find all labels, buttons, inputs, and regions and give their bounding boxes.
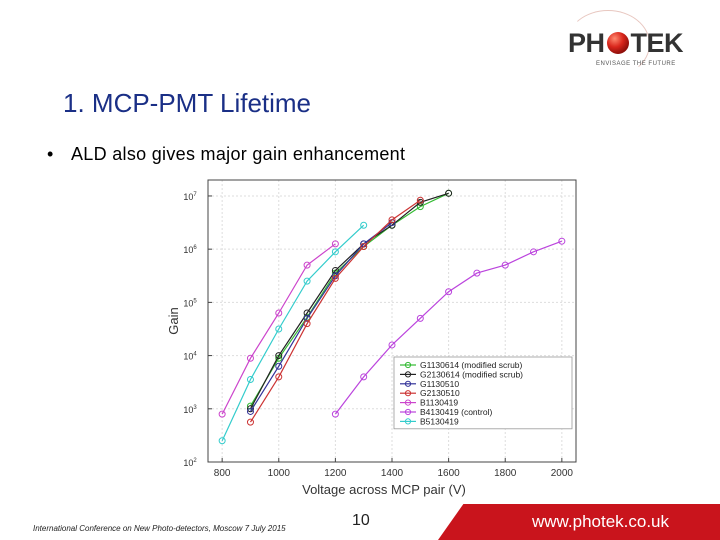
data-point	[331, 274, 339, 282]
x-tick-label: 1000	[268, 468, 291, 479]
data-point	[331, 266, 339, 274]
data-point	[303, 277, 311, 285]
y-tick-label: 104	[183, 352, 197, 362]
data-point	[218, 437, 226, 445]
legend-entry: G1130614 (modified scrub)	[420, 360, 523, 370]
series-line-4	[221, 243, 336, 415]
legend-swatch-marker	[404, 361, 412, 369]
y-tick-label: 102	[183, 458, 197, 468]
legend-entry: B1130419	[420, 398, 458, 408]
logo-arc	[566, 10, 650, 78]
logo-prefix: PH	[568, 28, 605, 58]
legend-swatch-marker	[404, 371, 412, 378]
data-point	[246, 418, 254, 426]
logo-tagline: ENVISAGE THE FUTURE	[596, 61, 676, 67]
data-point	[360, 243, 368, 251]
data-point	[275, 309, 283, 317]
y-tick-label: 106	[183, 245, 197, 255]
legend-swatch-marker	[404, 399, 412, 406]
data-point	[416, 196, 424, 204]
page-number: 10	[352, 512, 370, 529]
data-point	[530, 248, 538, 256]
x-tick-label: 1600	[437, 468, 460, 479]
x-tick-label: 1800	[494, 468, 517, 479]
legend-swatch-marker	[404, 390, 412, 397]
data-point	[246, 376, 254, 384]
data-point	[445, 189, 453, 197]
logo-suffix: TEK	[630, 28, 684, 58]
data-point	[246, 405, 254, 413]
y-tick-label: 105	[183, 298, 197, 308]
x-tick-label: 1200	[324, 468, 347, 479]
legend-entry: G1130510	[420, 379, 459, 389]
series-line-2	[249, 222, 393, 412]
x-tick-label: 2000	[551, 468, 574, 479]
x-tick-label: 1400	[381, 468, 404, 479]
series-line-3	[249, 199, 421, 423]
data-point	[360, 221, 368, 229]
bullet-text: ALD also gives major gain enhancement	[71, 144, 406, 164]
gain-vs-voltage-chart: 800 1000 1200 1400 1600 1800 2000 102 103 104 105 1…	[166, 179, 577, 497]
data-point	[303, 320, 311, 328]
data-point	[388, 216, 396, 224]
data-point	[331, 240, 339, 248]
bullet-dot-icon: •	[47, 144, 54, 164]
photek-logo: PH TEK ENVISAGE THE FUTURE	[560, 10, 700, 78]
conference-footnote: International Conference on New Photo-de…	[33, 524, 286, 533]
data-point	[558, 237, 566, 245]
data-point	[246, 407, 254, 415]
series-line-5	[334, 240, 563, 415]
data-point	[331, 410, 339, 418]
data-point	[275, 362, 283, 370]
footer-band	[438, 504, 720, 540]
y-tick-label: 103	[183, 405, 197, 415]
data-point	[445, 288, 453, 296]
x-axis-label: Voltage across MCP pair (V)	[302, 482, 466, 497]
data-point	[501, 261, 509, 269]
logo-sphere-icon	[606, 32, 629, 54]
data-point	[275, 373, 283, 381]
data-point	[275, 325, 283, 333]
legend-entry: B5130419	[420, 416, 459, 426]
legend-box	[393, 356, 573, 430]
data-point	[360, 373, 368, 381]
y-axis-label: Gain	[166, 307, 181, 334]
series-line-1	[249, 192, 449, 410]
legend-entry: B4130419 (control)	[420, 407, 492, 417]
data-point	[416, 314, 424, 322]
legend-entry: G2130510	[420, 388, 460, 398]
data-point	[473, 269, 481, 277]
data-point	[388, 341, 396, 349]
series-line-6	[221, 224, 365, 441]
data-point	[331, 248, 339, 256]
data-point	[218, 410, 226, 418]
legend-swatch-marker	[404, 418, 412, 425]
bullet-item: • ALD also gives major gain enhancement	[47, 144, 405, 165]
website-link[interactable]: www.photek.co.uk	[532, 512, 670, 531]
y-tick-label: 107	[183, 192, 197, 202]
data-point	[275, 352, 283, 360]
data-point	[246, 354, 254, 362]
slide-title: 1. MCP-PMT Lifetime	[63, 88, 312, 118]
logo-wordmark: PH TEK	[568, 28, 684, 59]
legend-entry: G2130614 (modified scrub)	[420, 369, 523, 379]
data-point	[303, 261, 311, 269]
legend-swatch-marker	[404, 408, 412, 416]
x-tick-label: 800	[214, 468, 231, 479]
legend-swatch-marker	[404, 380, 412, 387]
